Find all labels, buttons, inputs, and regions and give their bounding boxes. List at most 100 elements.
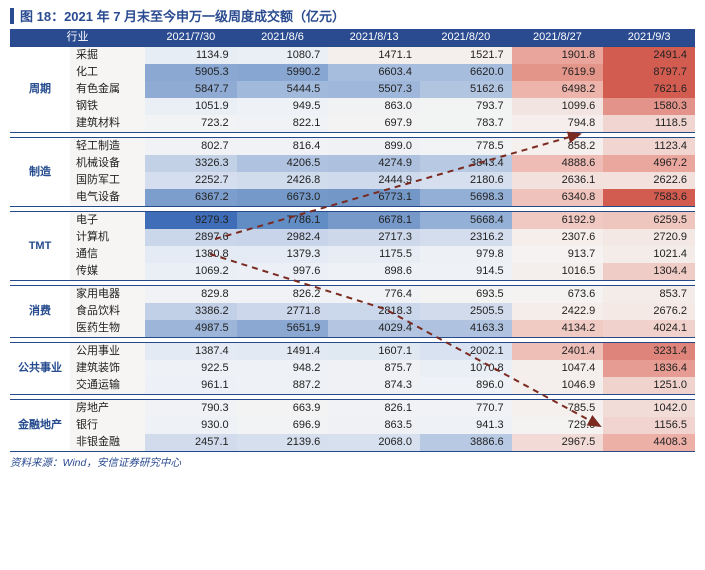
value-cell: 2982.4: [237, 229, 329, 246]
industry-label: 钢铁: [70, 98, 145, 115]
value-cell: 1046.9: [512, 377, 604, 395]
header-date: 2021/8/20: [420, 29, 512, 47]
value-cell: 2491.4: [603, 47, 695, 65]
header-date: 2021/9/3: [603, 29, 695, 47]
table-row: 建筑材料723.2822.1697.9783.7794.81118.5: [10, 115, 695, 133]
value-cell: 4408.3: [603, 434, 695, 452]
value-cell: 1134.9: [145, 47, 237, 65]
value-cell: 1042.0: [603, 400, 695, 418]
value-cell: 6367.2: [145, 189, 237, 207]
value-cell: 729.0: [512, 417, 604, 434]
value-cell: 6603.4: [328, 64, 420, 81]
industry-label: 食品饮料: [70, 303, 145, 320]
value-cell: 5162.6: [420, 81, 512, 98]
value-cell: 822.1: [237, 115, 329, 133]
value-cell: 6192.9: [512, 212, 604, 230]
value-cell: 1069.2: [145, 263, 237, 281]
value-cell: 1175.5: [328, 246, 420, 263]
value-cell: 1521.7: [420, 47, 512, 65]
value-cell: 1379.3: [237, 246, 329, 263]
value-cell: 826.1: [328, 400, 420, 418]
value-cell: 887.2: [237, 377, 329, 395]
value-cell: 3326.3: [145, 155, 237, 172]
value-cell: 1380.8: [145, 246, 237, 263]
industry-label: 轻工制造: [70, 138, 145, 156]
value-cell: 7786.1: [237, 212, 329, 230]
value-cell: 802.7: [145, 138, 237, 156]
header-date: 2021/8/6: [237, 29, 329, 47]
table-row: 通信1380.81379.31175.5979.8913.71021.4: [10, 246, 695, 263]
value-cell: 961.1: [145, 377, 237, 395]
value-cell: 8797.7: [603, 64, 695, 81]
value-cell: 2068.0: [328, 434, 420, 452]
value-cell: 3231.4: [603, 343, 695, 361]
industry-label: 建筑装饰: [70, 360, 145, 377]
value-cell: 7619.9: [512, 64, 604, 81]
table-row: 消费家用电器829.8826.2776.4693.5673.6853.7: [10, 286, 695, 304]
table-row: 建筑装饰922.5948.2875.71070.81047.41836.4: [10, 360, 695, 377]
value-cell: 5651.9: [237, 320, 329, 338]
value-cell: 898.6: [328, 263, 420, 281]
table-row: 电气设备6367.26673.06773.15698.36340.87583.6: [10, 189, 695, 207]
table-row: 制造轻工制造802.7816.4899.0778.5858.21123.4: [10, 138, 695, 156]
value-cell: 829.8: [145, 286, 237, 304]
value-cell: 794.8: [512, 115, 604, 133]
value-cell: 6678.1: [328, 212, 420, 230]
value-cell: 778.5: [420, 138, 512, 156]
title-accent-bar: [10, 8, 14, 24]
value-cell: 663.9: [237, 400, 329, 418]
value-cell: 6773.1: [328, 189, 420, 207]
value-cell: 5668.4: [420, 212, 512, 230]
value-cell: 874.3: [328, 377, 420, 395]
industry-label: 化工: [70, 64, 145, 81]
value-cell: 2002.1: [420, 343, 512, 361]
industry-label: 有色金属: [70, 81, 145, 98]
value-cell: 5847.7: [145, 81, 237, 98]
value-cell: 2717.3: [328, 229, 420, 246]
table-row: TMT电子9279.37786.16678.15668.46192.96259.…: [10, 212, 695, 230]
value-cell: 1070.8: [420, 360, 512, 377]
value-cell: 2457.1: [145, 434, 237, 452]
value-cell: 922.5: [145, 360, 237, 377]
table-body: 周期采掘1134.91080.71471.11521.71901.82491.4…: [10, 47, 695, 452]
value-cell: 4888.6: [512, 155, 604, 172]
chart-title: 图 18：2021 年 7 月末至今申万一级周度成交额（亿元）: [20, 6, 345, 25]
value-cell: 1471.1: [328, 47, 420, 65]
table-row: 机械设备3326.34206.54274.93843.44888.64967.2: [10, 155, 695, 172]
value-cell: 5507.3: [328, 81, 420, 98]
value-cell: 697.9: [328, 115, 420, 133]
value-cell: 913.7: [512, 246, 604, 263]
value-cell: 7621.6: [603, 81, 695, 98]
industry-label: 医药生物: [70, 320, 145, 338]
value-cell: 1080.7: [237, 47, 329, 65]
value-cell: 2444.9: [328, 172, 420, 189]
value-cell: 783.7: [420, 115, 512, 133]
value-cell: 5990.2: [237, 64, 329, 81]
value-cell: 4206.5: [237, 155, 329, 172]
value-cell: 673.6: [512, 286, 604, 304]
value-cell: 2307.6: [512, 229, 604, 246]
value-cell: 826.2: [237, 286, 329, 304]
chart-title-row: 图 18：2021 年 7 月末至今申万一级周度成交额（亿元）: [10, 6, 695, 25]
value-cell: 2180.6: [420, 172, 512, 189]
value-cell: 2622.6: [603, 172, 695, 189]
table-row: 金融地产房地产790.3663.9826.1770.7785.51042.0: [10, 400, 695, 418]
value-cell: 875.7: [328, 360, 420, 377]
table-row: 周期采掘1134.91080.71471.11521.71901.82491.4: [10, 47, 695, 65]
value-cell: 4029.4: [328, 320, 420, 338]
value-cell: 997.6: [237, 263, 329, 281]
source-caption: 资料来源：Wind，安信证券研究中心: [10, 455, 695, 470]
value-cell: 7583.6: [603, 189, 695, 207]
group-label: TMT: [10, 212, 70, 281]
value-cell: 696.9: [237, 417, 329, 434]
value-cell: 2426.8: [237, 172, 329, 189]
value-cell: 914.5: [420, 263, 512, 281]
value-cell: 2720.9: [603, 229, 695, 246]
value-cell: 858.2: [512, 138, 604, 156]
value-cell: 3843.4: [420, 155, 512, 172]
table-row: 医药生物4987.55651.94029.44163.34134.24024.1: [10, 320, 695, 338]
value-cell: 785.5: [512, 400, 604, 418]
value-cell: 2636.1: [512, 172, 604, 189]
header-date: 2021/8/13: [328, 29, 420, 47]
value-cell: 816.4: [237, 138, 329, 156]
